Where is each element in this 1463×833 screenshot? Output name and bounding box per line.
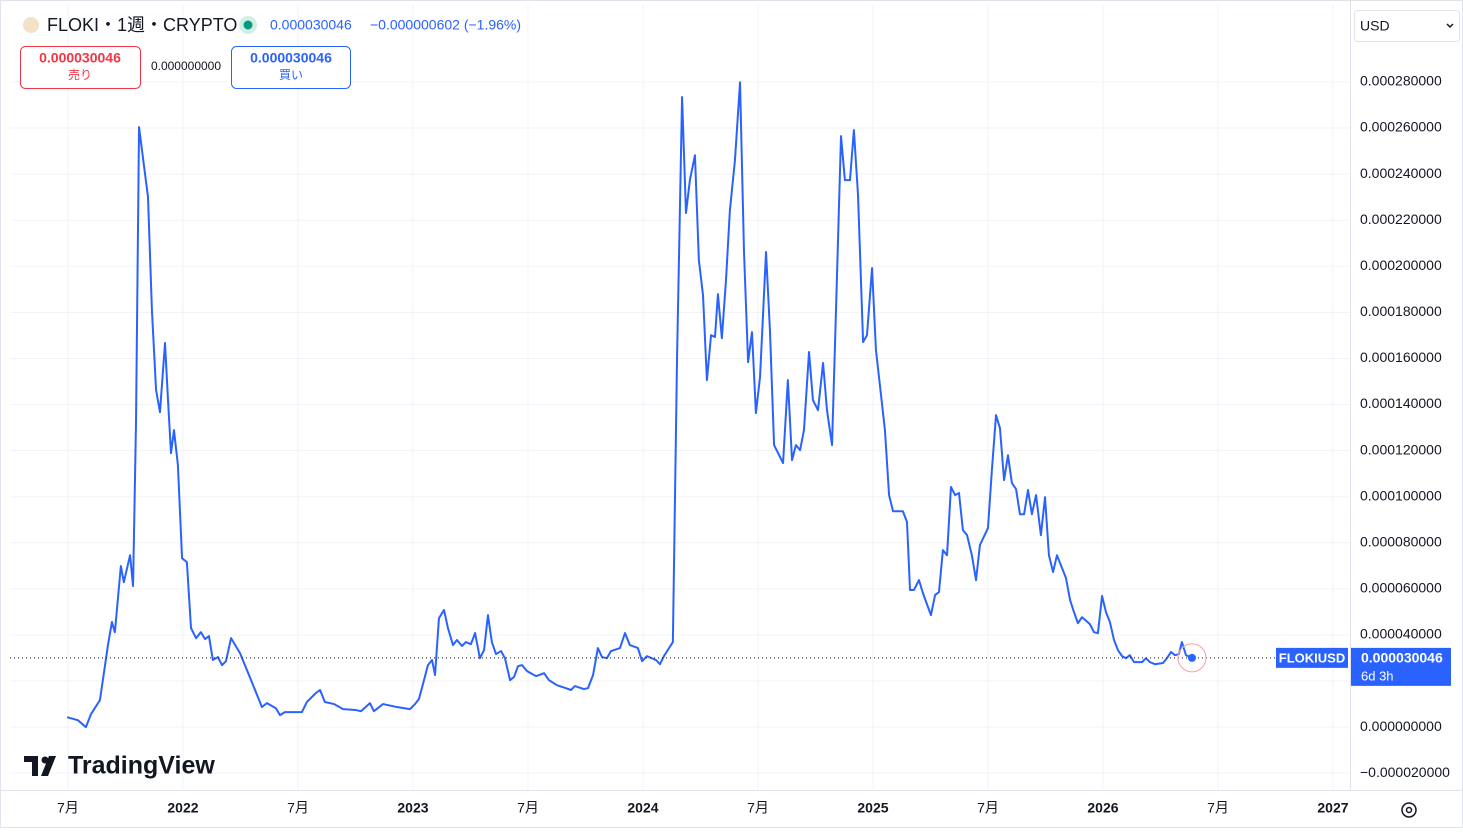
y-tick-label: 0.000200000 <box>1360 257 1442 273</box>
symbol-icon <box>23 17 39 33</box>
x-tick-label: 7月 <box>287 800 309 816</box>
symbol-tag-label: FLOKIUSD <box>1279 650 1345 665</box>
last-point-halo <box>1177 643 1207 673</box>
y-tick-label: 0.000120000 <box>1360 441 1442 457</box>
buy-button[interactable] <box>231 46 351 89</box>
x-tick-label: 7月 <box>1207 800 1229 816</box>
x-tick-label: 2025 <box>857 800 888 816</box>
y-tick-label: 0.000140000 <box>1360 395 1442 411</box>
settings-icon[interactable] <box>1401 802 1417 818</box>
y-tick-label: 0.000040000 <box>1360 626 1442 642</box>
x-tick-label: 2024 <box>627 800 658 816</box>
settings-icon-center[interactable] <box>1405 806 1413 814</box>
y-tick-label: −0.000020000 <box>1360 764 1450 780</box>
x-tick-label: 7月 <box>977 800 999 816</box>
x-tick-label: 7月 <box>517 800 539 816</box>
dropdown-arrow[interactable] <box>1446 23 1454 29</box>
y-tick-label: 0.000000000 <box>1360 718 1442 734</box>
currency-label[interactable]: USD <box>1360 18 1390 34</box>
price-tag-countdown: 6d 3h <box>1361 668 1394 683</box>
price-change: −0.000000602 (−1.96%) <box>370 17 521 33</box>
sell-label[interactable]: 売り <box>68 67 92 82</box>
y-tick-label: 0.000220000 <box>1360 211 1442 227</box>
spread: 0.000000000 <box>151 59 221 73</box>
x-tick-label: 7月 <box>747 800 769 816</box>
y-tick-label: 0.000280000 <box>1360 73 1442 89</box>
price-tag-value: 0.000030046 <box>1361 650 1443 666</box>
x-tick-label: 2023 <box>397 800 428 816</box>
buy-price[interactable]: 0.000030046 <box>250 50 332 66</box>
logo-dot <box>41 756 49 764</box>
last-price: 0.000030046 <box>270 17 352 33</box>
x-tick-label: 2022 <box>167 800 198 816</box>
x-tick-label: 2026 <box>1087 800 1118 816</box>
symbol-title[interactable]: FLOKI・1週・CRYPTO <box>47 15 237 35</box>
buy-label[interactable]: 買い <box>279 68 303 82</box>
x-tick-label: 7月 <box>57 800 79 816</box>
y-tick-label: 0.000060000 <box>1360 580 1442 596</box>
y-tick-label: 0.000160000 <box>1360 349 1442 365</box>
sell-button[interactable] <box>20 46 141 89</box>
y-tick-label: 0.000180000 <box>1360 303 1442 319</box>
x-tick-label: 2027 <box>1317 800 1348 816</box>
y-tick-label: 0.000080000 <box>1360 533 1442 549</box>
currency-select[interactable] <box>1354 10 1460 42</box>
symbol-tag <box>1276 647 1348 668</box>
price-tag <box>1351 647 1451 686</box>
market-status-dot[interactable] <box>243 20 253 30</box>
y-tick-label: 0.000240000 <box>1360 165 1442 181</box>
plot <box>10 81 1350 729</box>
y-tick-label: 0.000260000 <box>1360 119 1442 135</box>
last-point <box>1187 653 1196 662</box>
price-line <box>66 81 1193 729</box>
logo-text: TradingView <box>68 752 215 780</box>
sell-price[interactable]: 0.000030046 <box>39 50 121 66</box>
y-tick-label: 0.000100000 <box>1360 487 1442 503</box>
